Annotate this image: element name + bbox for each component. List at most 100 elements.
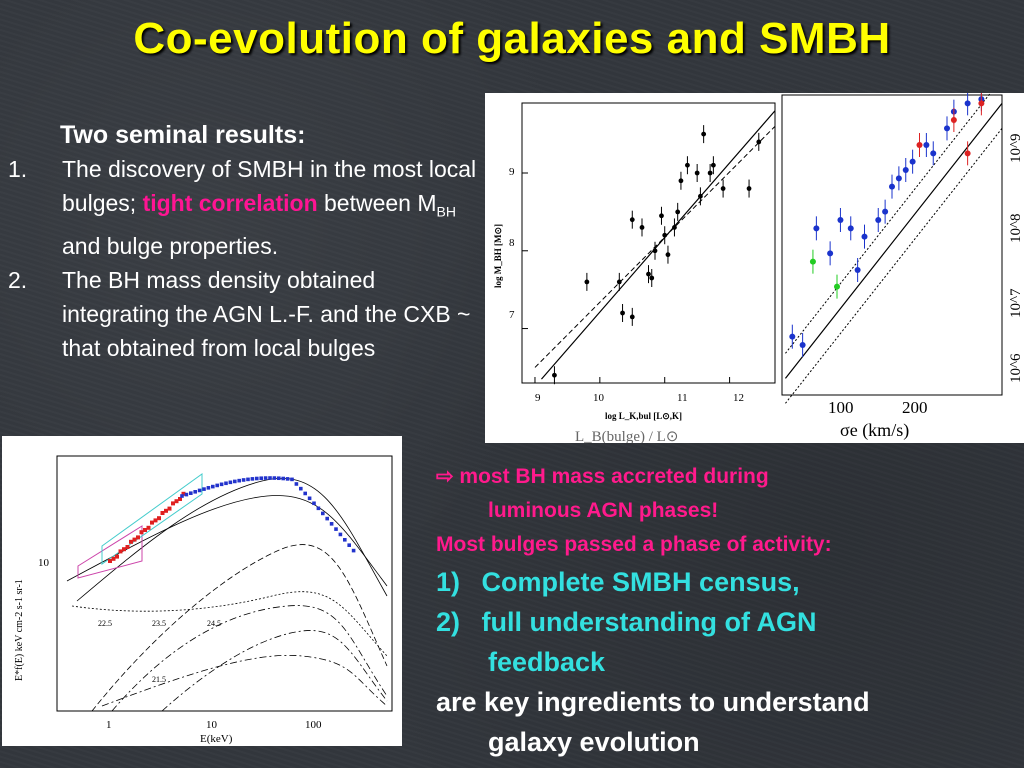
cxb-spectrum-plot-panel: 1 10 100 10 E(keV) E*f(E) keV cm-2 s-1 s… (2, 436, 402, 746)
p3-data-point-blue (255, 476, 259, 481)
p3-data-point-blue (233, 479, 237, 484)
p1-y-tick-0: 7 (509, 309, 515, 321)
results-list: 1. The discovery of SMBH in the most loc… (8, 152, 478, 365)
p3-component-label-1: 23.5 (152, 619, 166, 628)
p1-point (746, 186, 752, 191)
p3-data-point-blue (189, 491, 193, 495)
p3-data-point-blue (193, 489, 197, 494)
p2-point (964, 150, 971, 157)
result-item-1: 1. The discovery of SMBH in the most loc… (8, 152, 478, 263)
p3-data-point-blue (277, 476, 281, 481)
p2-x-tick-1: 200 (902, 398, 928, 417)
p3-data-point-blue (215, 483, 219, 488)
p1-bottom-partial-label: L_B(bulge) / L⊙ (575, 429, 678, 443)
p1-point (620, 310, 625, 316)
p3-data-point-red (136, 535, 140, 540)
p1-point (694, 170, 700, 176)
p3-data-point-blue (246, 477, 250, 482)
p3-data-point-red (174, 499, 179, 504)
conclusion-point-2: 2) full understanding of AGN (436, 602, 1021, 642)
p1-y-tick-2: 9 (509, 166, 515, 178)
p2-point (923, 142, 930, 148)
p1-point (665, 252, 671, 258)
mbh-sigma-plot: 100 200 σe (km/s) 10^6 10^7 10^8 10^9 (781, 78, 1024, 441)
p3-data-point-red (115, 554, 119, 559)
result-1-text-b: between M (324, 190, 437, 216)
p3-data-point-blue (338, 532, 343, 537)
conclusion-block: ⇨ most BH mass accreted during luminous … (436, 460, 1021, 762)
cxb-spectrum-plot: 1 10 100 10 E(keV) E*f(E) keV cm-2 s-1 s… (14, 455, 393, 745)
p3-component-label-3: 21.5 (152, 675, 166, 684)
p2-point (799, 342, 806, 348)
p3-data-point-red (181, 491, 186, 496)
result-1-text-c: and bulge properties. (62, 232, 279, 259)
p3-data-point-red (178, 497, 182, 501)
p3-data-point-blue (299, 486, 303, 491)
p2-point (909, 158, 916, 165)
p3-data-point-blue (184, 492, 189, 497)
p3-data-point-blue (281, 476, 285, 481)
p3-model-curve (66, 495, 388, 587)
p3-data-point-blue (237, 478, 241, 483)
conclusion-pink-line: Most bulges passed a phase of activity: (436, 533, 832, 556)
p3-y-label: E*f(E) keV cm-2 s-1 sr-1 (14, 579, 25, 681)
p3-data-point-blue (294, 482, 299, 486)
p3-data-point-blue (343, 537, 347, 542)
result-1-highlight: tight correlation (142, 190, 318, 216)
p1-point (652, 248, 658, 254)
p1-point (678, 178, 684, 184)
p3-data-point-red (108, 559, 112, 563)
p1-point (756, 139, 762, 145)
p3-data-point-blue (334, 527, 338, 531)
cxb-box-magenta (77, 525, 143, 579)
p1-x-tick-2: 11 (677, 392, 688, 404)
p3-data-point-red (132, 537, 137, 542)
p3-data-point-blue (268, 476, 272, 480)
p3-data-point-blue (228, 480, 233, 485)
p2-y-tick-1: 10^7 (1008, 288, 1024, 318)
p1-x-label: log L_K,bul [L⊙,K] (605, 411, 682, 421)
p1-point (616, 279, 622, 285)
result-1-text-a: The discovery of SMBH in the most local … (62, 156, 477, 216)
p1-x-tick-0: 9 (535, 392, 541, 404)
p3-data-point-blue (224, 481, 228, 486)
p1-point (685, 162, 690, 168)
p1-fit-line (541, 110, 776, 380)
p3-data-point-blue (312, 501, 316, 506)
point-2-number: 2) (436, 607, 461, 637)
p3-data-point-blue (263, 476, 268, 480)
p2-x-label: σe (km/s) (840, 420, 909, 441)
p1-point (720, 186, 726, 191)
slide-title: Co-evolution of galaxies and SMBH (133, 14, 891, 63)
p1-y-label: log M_BH [M⊙] (493, 224, 503, 288)
p3-x-tick-0: 1 (106, 719, 112, 731)
seminal-results: Two seminal results: 1. The discovery of… (8, 118, 478, 365)
p2-point (882, 208, 889, 215)
mbh-lk-plot-panel: 9 10 11 12 7 8 9 log L_K,bul [L⊙,K] log … (485, 93, 780, 445)
result-2-text: The BH mass density obtained integrating… (62, 266, 471, 361)
point-2-text: full understanding of AGN (481, 607, 817, 637)
p2-point (861, 233, 868, 240)
p3-model-curve (161, 630, 388, 712)
p1-point (584, 279, 590, 285)
p3-x-tick-1: 10 (206, 719, 218, 731)
p3-data-point-red (167, 506, 172, 511)
p3-data-point-blue (241, 478, 246, 482)
p3-data-point-red (122, 547, 126, 552)
p1-point (697, 193, 703, 199)
p1-point (672, 225, 677, 230)
p3-data-point-blue (303, 491, 307, 496)
point-1-text: Complete SMBH census, (481, 567, 800, 597)
p1-point (629, 314, 635, 320)
p2-point (950, 117, 957, 123)
p2-point (944, 125, 950, 132)
p3-data-point-blue (219, 482, 224, 487)
p3-data-point-blue (259, 476, 263, 481)
p2-point (895, 175, 902, 182)
p3-data-point-blue (206, 486, 211, 490)
conclusion-final: are key ingredients to understand (436, 687, 870, 717)
p3-data-point-blue (272, 476, 277, 480)
conclusion-arrow-line: ⇨ most BH mass accreted during (436, 465, 769, 488)
p2-point (834, 283, 840, 290)
p2-point (978, 100, 985, 107)
